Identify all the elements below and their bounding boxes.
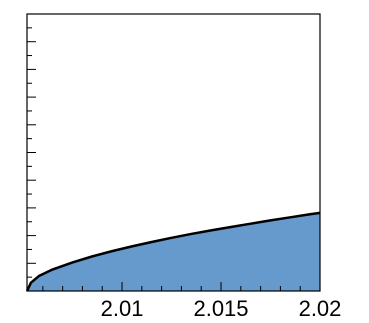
axes: 2.01 2.015 2.02: [26, 13, 342, 321]
x-tick-label: 2.015: [193, 296, 248, 321]
series-line-0: [25, 211, 321, 292]
x-tick-label: 2.01: [101, 296, 144, 321]
area-fill-0: [27, 212, 320, 291]
plot-area: [25, 211, 321, 292]
x-tick-label: 2.02: [299, 296, 342, 321]
